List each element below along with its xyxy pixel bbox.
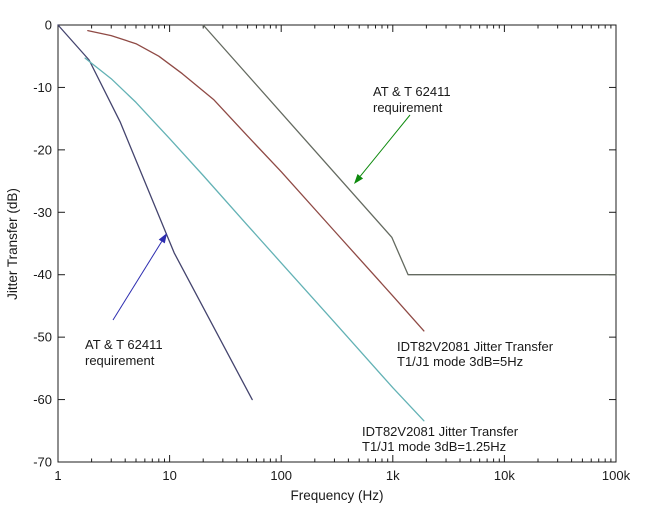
series-line-att-62411-high: [202, 24, 617, 276]
y-tick-label: -20: [33, 142, 52, 157]
y-tick-label: 0: [45, 18, 52, 33]
y-tick-label: -70: [33, 455, 52, 470]
annotation-text-idt-1p25hz-label: IDT82V2081 Jitter Transfer: [362, 424, 519, 439]
annotation-text-att-lower-label: AT & T 62411: [85, 337, 163, 352]
annotation-text-idt-1p25hz-label: T1/J1 mode 3dB=1.25Hz: [362, 439, 506, 454]
annotation-arrowhead-att-lower-label: [158, 233, 167, 244]
x-axis-label: Frequency (Hz): [290, 488, 383, 503]
x-tick-label: 100k: [602, 468, 631, 483]
series-line-idt-3db-5hz: [87, 29, 425, 332]
series-line-idt-3db-1p25hz: [84, 57, 425, 422]
y-tick-label: -10: [33, 80, 52, 95]
annotation-text-idt-5hz-label: IDT82V2081 Jitter Transfer: [397, 339, 554, 354]
series-line-att-62411-low: [57, 24, 253, 401]
series-curves: [57, 24, 617, 422]
y-tick-labels: 0 -10 -20 -30 -40 -50 -60 -70: [33, 18, 52, 470]
annotation-text-att-lower-label: requirement: [85, 353, 155, 368]
y-tick-label: -50: [33, 330, 52, 345]
annotation-text-att-upper-label: requirement: [373, 100, 443, 115]
x-tick-label: 1k: [386, 468, 400, 483]
x-tick-label: 1: [54, 468, 61, 483]
annotation-text-idt-5hz-label: T1/J1 mode 3dB=5Hz: [397, 354, 523, 369]
x-tick-label: 10k: [494, 468, 515, 483]
x-tick-labels: 1 10 100 1k 10k 100k: [54, 468, 630, 483]
y-tick-label: -40: [33, 267, 52, 282]
y-tick-label: -60: [33, 392, 52, 407]
annotation-arrow-line-att-lower-label: [112, 241, 163, 321]
y-axis-label: Jitter Transfer (dB): [5, 188, 20, 300]
annotation-arrowhead-att-upper-label: [354, 174, 364, 184]
x-tick-label: 100: [270, 468, 292, 483]
x-tick-label: 10: [162, 468, 176, 483]
annotation-text-att-upper-label: AT & T 62411: [373, 84, 451, 99]
annotation-arrow-line-att-upper-label: [359, 114, 411, 177]
plot-border: [57, 24, 617, 463]
y-tick-label: -30: [33, 205, 52, 220]
axis-ticks: [57, 24, 617, 463]
